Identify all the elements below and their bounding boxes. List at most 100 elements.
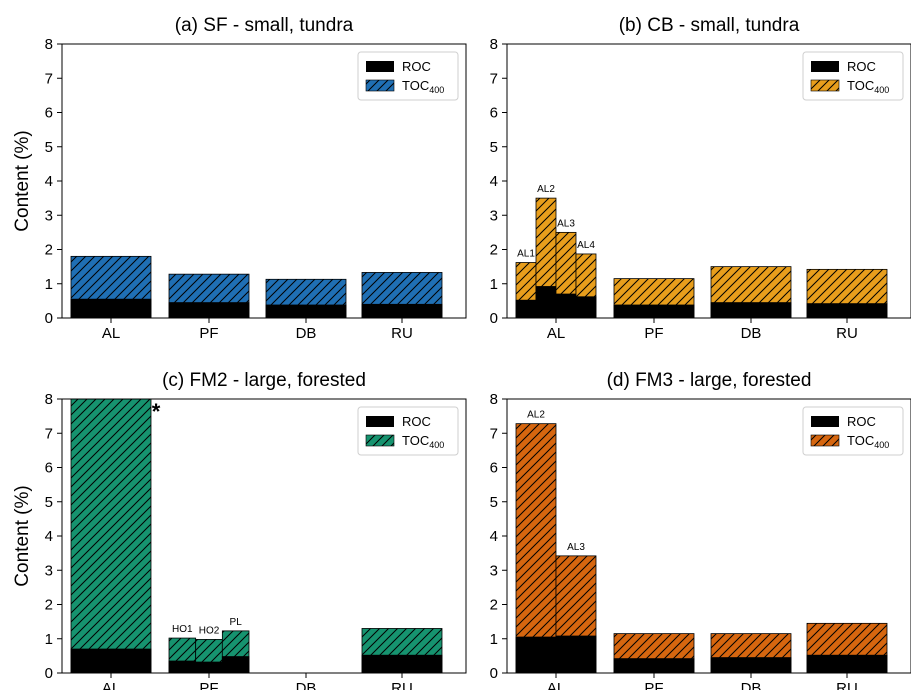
legend-label-roc: ROC [402, 414, 431, 429]
legend-label-toc: TOC400 [847, 433, 889, 450]
y-tick-label: 3 [45, 562, 53, 579]
x-tick-label: RU [836, 680, 858, 690]
roc-bar [70, 648, 152, 673]
y-tick-label: 6 [45, 105, 53, 122]
y-tick-label: 5 [490, 139, 498, 156]
roc-bar [710, 302, 792, 318]
roc-bar [361, 654, 443, 673]
legend-swatch-roc [811, 61, 839, 72]
legend-label-roc: ROC [847, 414, 876, 429]
y-tick-label: 2 [490, 597, 498, 614]
roc-bar [515, 636, 557, 673]
y-tick-label: 4 [490, 173, 498, 190]
legend-label-toc: TOC400 [402, 78, 444, 95]
x-tick-label: DB [296, 680, 317, 690]
legend-toc-subscript: 400 [874, 440, 889, 450]
legend-swatch-roc [811, 416, 839, 427]
y-tick-label: 2 [45, 242, 53, 259]
legend-label-roc: ROC [847, 59, 876, 74]
legend-toc-subscript: 400 [429, 440, 444, 450]
bars [70, 399, 443, 673]
panel-d: (d) FM3 - large, forested 0 1 2 3 4 5 6 7 8 AL PF DB… [490, 370, 911, 690]
roc-bar [361, 303, 443, 318]
legend: ROC TOC400 [357, 406, 459, 456]
y-tick-label: 0 [45, 310, 53, 327]
roc-bar [168, 302, 250, 318]
roc-bar [168, 660, 197, 673]
bar-label: AL4 [577, 240, 595, 251]
y-tick-label: 4 [45, 173, 53, 190]
x-tick-label: RU [391, 325, 413, 342]
legend-toc-subscript: 400 [874, 85, 889, 95]
y-tick-label: 3 [490, 562, 498, 579]
roc-bar [613, 304, 695, 318]
bar-label: AL3 [567, 542, 585, 553]
y-tick-label: 8 [45, 36, 53, 53]
legend: ROC TOC400 [802, 51, 904, 101]
y-tick-label: 1 [45, 276, 53, 293]
bar-label: AL3 [557, 218, 575, 229]
toc-bar [70, 399, 152, 673]
panel-title: (a) SF - small, tundra [175, 15, 354, 36]
y-tick-label: 3 [45, 207, 53, 224]
y-tick-label: 4 [45, 528, 53, 545]
x-tick-label: AL [547, 680, 565, 690]
roc-bar [555, 293, 577, 318]
y-tick-label: 7 [490, 70, 498, 87]
y-tick-label: 1 [45, 631, 53, 648]
y-tick-label: 7 [490, 425, 498, 442]
bar-label: HO1 [172, 624, 193, 635]
roc-bar [710, 657, 792, 673]
bar-label: PL [230, 617, 243, 628]
roc-bar [555, 635, 597, 673]
legend-swatch-roc [366, 416, 394, 427]
y-tick-label: 6 [490, 105, 498, 122]
toc-bar [515, 423, 557, 673]
legend-toc-text: TOC [847, 433, 874, 448]
bars [70, 255, 443, 318]
plot-frame [61, 398, 467, 674]
legend-swatch-toc [810, 79, 840, 92]
plot-frame [506, 398, 911, 674]
x-tick-label: DB [741, 325, 762, 342]
y-tick-label: 0 [490, 310, 498, 327]
roc-bar [806, 303, 888, 318]
y-tick-label: 1 [490, 631, 498, 648]
roc-bar [806, 654, 888, 673]
x-tick-label: AL [102, 680, 120, 690]
x-tick-label: DB [741, 680, 762, 690]
roc-bar [575, 296, 597, 318]
x-tick-label: RU [836, 325, 858, 342]
legend: ROC TOC400 [357, 51, 459, 101]
y-axis-label: Content (%) [12, 485, 33, 586]
y-tick-label: 2 [490, 242, 498, 259]
legend-swatch-toc [810, 434, 840, 447]
panel-title: (c) FM2 - large, forested [162, 370, 366, 391]
legend-toc-text: TOC [402, 433, 429, 448]
legend-label-roc: ROC [402, 59, 431, 74]
x-tick-label: PF [199, 325, 218, 342]
x-tick-label: AL [102, 325, 120, 342]
panel-a: (a) SF - small, tundra 0 1 2 3 4 5 6 7 8 Content (… [12, 15, 467, 342]
legend-toc-subscript: 400 [429, 85, 444, 95]
roc-bar [265, 304, 347, 318]
bars [515, 197, 888, 318]
bar-label: AL2 [537, 184, 555, 195]
legend-label-toc: TOC400 [847, 78, 889, 95]
y-tick-label: 8 [45, 391, 53, 408]
bar-label: AL2 [527, 410, 545, 421]
y-tick-label: 5 [45, 494, 53, 511]
panel-title: (b) CB - small, tundra [619, 15, 800, 36]
y-tick-label: 8 [490, 36, 498, 53]
y-tick-label: 7 [45, 70, 53, 87]
y-tick-label: 5 [490, 494, 498, 511]
panel-c: (c) FM2 - large, forested 0 1 2 3 4 5 6 7 8 Conten… [12, 370, 467, 690]
y-tick-label: 2 [45, 597, 53, 614]
plot-frame [506, 43, 911, 319]
y-tick-label: 7 [45, 425, 53, 442]
y-tick-label: 0 [490, 665, 498, 682]
roc-bar [195, 661, 223, 673]
y-tick-label: 6 [45, 460, 53, 477]
y-tick-label: 0 [45, 665, 53, 682]
